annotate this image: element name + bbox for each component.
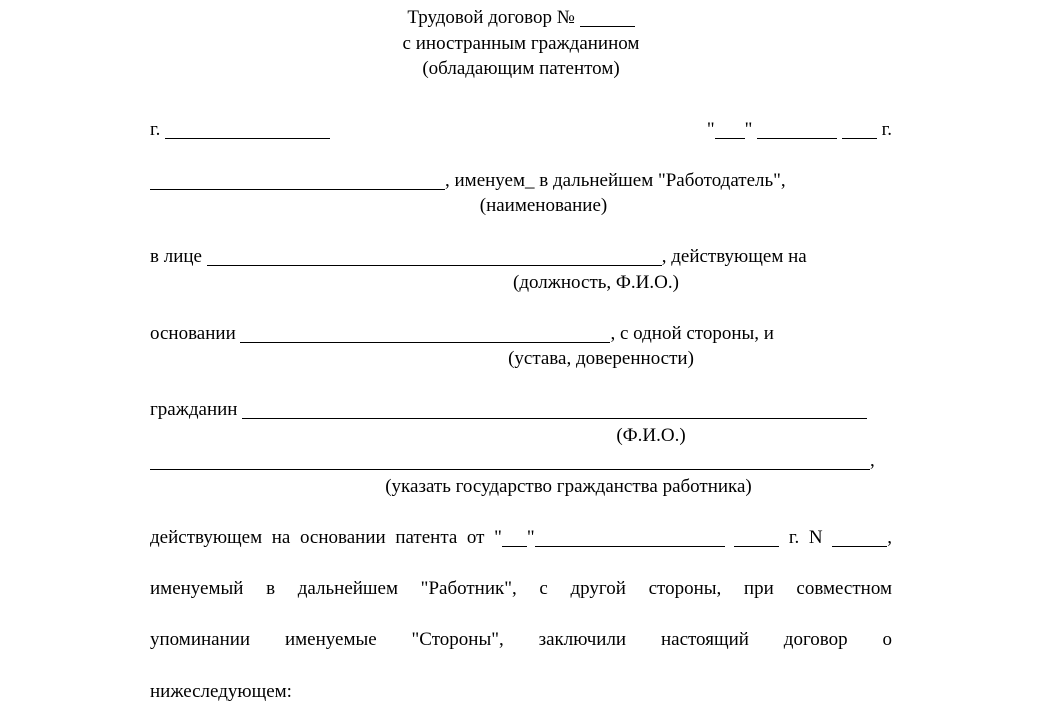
date-year-blank[interactable]	[842, 121, 877, 139]
employer-suffix: , именуем_ в дальнейшем "Работодатель",	[445, 170, 786, 191]
final-block: действующем на основании патента от " " г…	[150, 525, 892, 704]
basis-suffix: , с одной стороны, и	[610, 323, 773, 344]
year-suffix: г.	[882, 119, 892, 140]
basis-caption: (устава, доверенности)	[150, 346, 892, 372]
date-day-blank[interactable]	[715, 121, 745, 139]
in-person-block: в лице , действующем на (должность, Ф.И.…	[150, 244, 892, 295]
employer-name-blank[interactable]	[150, 172, 445, 190]
employer-line: , именуем_ в дальнейшем "Работодатель",	[150, 168, 892, 194]
patent-year-blank[interactable]	[734, 529, 779, 547]
in-person-suffix: , действующем на	[662, 246, 807, 267]
final-line-4: нижеследующем:	[150, 679, 892, 704]
patent-text-b: "	[527, 527, 535, 548]
basis-blank[interactable]	[240, 325, 610, 343]
citizen-blank[interactable]	[242, 401, 867, 419]
citizen-block: гражданин (Ф.И.О.)	[150, 397, 892, 448]
patent-line: действующем на основании патента от " " г…	[150, 525, 892, 576]
basis-prefix: основании	[150, 323, 236, 344]
employer-caption: (наименование)	[150, 193, 892, 219]
date-month-blank[interactable]	[757, 121, 837, 139]
patent-day-blank[interactable]	[502, 529, 527, 547]
title-line-1: Трудовой договор №	[150, 5, 892, 31]
citizen-prefix: гражданин	[150, 399, 237, 420]
title-prefix: Трудовой договор №	[407, 7, 575, 28]
city-prefix: г.	[150, 119, 160, 140]
basis-line: основании , с одной стороны, и	[150, 321, 892, 347]
basis-block: основании , с одной стороны, и (устава, …	[150, 321, 892, 372]
in-person-prefix: в лице	[150, 246, 202, 267]
document-header: Трудовой договор № с иностранным граждан…	[150, 5, 892, 82]
city-blank[interactable]	[165, 121, 330, 139]
patent-text-c: г. N	[789, 527, 823, 548]
city-segment: г.	[150, 117, 330, 143]
contract-number-blank[interactable]	[580, 9, 635, 27]
state-block: , (указать государство гражданства работ…	[150, 448, 892, 499]
patent-number-blank[interactable]	[832, 529, 887, 547]
patent-end: ,	[887, 527, 892, 548]
in-person-caption: (должность, Ф.И.О.)	[150, 270, 892, 296]
citizen-line: гражданин	[150, 397, 892, 423]
employer-block: , именуем_ в дальнейшем "Работодатель", …	[150, 168, 892, 219]
patent-text-a: действующем на основании патента от "	[150, 527, 502, 548]
title-line-2: с иностранным гражданином	[150, 31, 892, 57]
in-person-blank[interactable]	[207, 248, 662, 266]
state-caption: (указать государство гражданства работни…	[150, 474, 892, 500]
citizen-caption: (Ф.И.О.)	[150, 423, 892, 449]
state-line: ,	[150, 448, 892, 474]
city-date-row: г. "" г.	[150, 117, 892, 143]
state-blank[interactable]	[150, 452, 870, 470]
patent-month-blank[interactable]	[535, 529, 725, 547]
title-line-3: (обладающим патентом)	[150, 56, 892, 82]
document-page: Трудовой договор № с иностранным граждан…	[0, 0, 1042, 704]
in-person-line: в лице , действующем на	[150, 244, 892, 270]
final-line-3: упоминании именуемые "Стороны", заключил…	[150, 627, 892, 678]
date-segment: "" г.	[707, 117, 892, 143]
final-line-2: именуемый в дальнейшем "Работник", с дру…	[150, 576, 892, 627]
